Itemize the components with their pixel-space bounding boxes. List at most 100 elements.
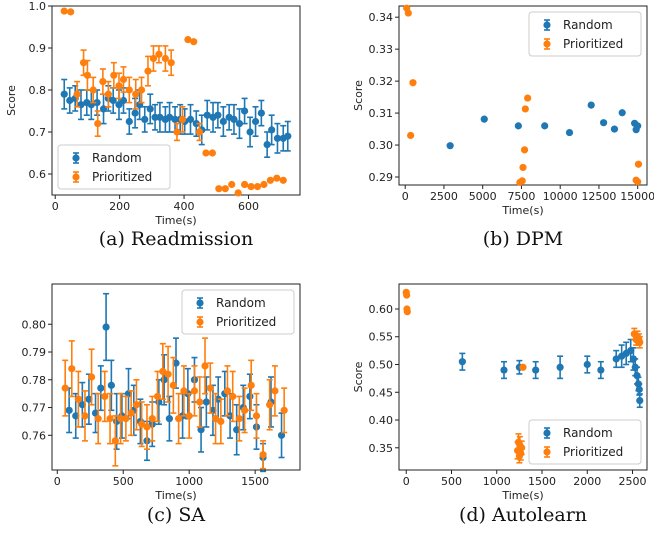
- data-point-marker: [72, 173, 80, 181]
- data-point-marker: [234, 189, 242, 197]
- x-axis-label: Time(s): [154, 214, 196, 227]
- data-point: [155, 378, 163, 425]
- y-axis-label: Score: [5, 85, 18, 116]
- data-point: [173, 122, 181, 142]
- data-point-marker: [143, 423, 151, 431]
- data-point: [279, 176, 287, 184]
- data-point-marker: [161, 54, 169, 63]
- data-point: [230, 103, 238, 135]
- legend: Random Prioritized: [57, 144, 171, 190]
- data-point-marker: [156, 113, 164, 121]
- data-point-marker: [518, 177, 526, 185]
- data-point: [524, 94, 532, 102]
- data-point-marker: [111, 437, 119, 445]
- data-point-marker: [228, 180, 236, 189]
- y-tick-label: 1.0: [29, 0, 47, 13]
- data-point-marker: [201, 362, 209, 370]
- legend-marker-prioritized: [543, 446, 551, 458]
- data-point-marker: [116, 415, 125, 423]
- data-point-marker: [247, 183, 255, 191]
- data-point-marker: [514, 122, 522, 130]
- data-point: [252, 392, 261, 439]
- x-axis-label: Time(s): [501, 489, 543, 502]
- data-point: [202, 376, 210, 428]
- data-point: [263, 131, 271, 158]
- data-point-marker: [146, 105, 154, 113]
- data-point-marker: [196, 398, 204, 406]
- data-point-marker: [271, 387, 279, 395]
- data-point-marker: [149, 54, 158, 63]
- data-point: [68, 340, 76, 398]
- data-point: [83, 59, 92, 91]
- data-point-marker: [246, 128, 254, 136]
- x-tick-label: 5000: [469, 190, 497, 203]
- x-tick-label: 1500: [528, 475, 556, 488]
- x-tick-label: 2000: [573, 475, 601, 488]
- data-point-marker: [190, 38, 198, 46]
- data-point-marker: [206, 384, 214, 392]
- y-tick-label: 0.7: [29, 126, 47, 139]
- legend-label-prioritized: Prioritized: [563, 445, 623, 459]
- data-point-marker: [131, 109, 139, 117]
- y-tick-label: 0.31: [369, 107, 394, 120]
- data-point-marker: [78, 401, 86, 409]
- legend-label-random: Random: [563, 426, 613, 440]
- data-point-marker: [233, 426, 241, 434]
- data-point-marker: [175, 415, 183, 423]
- data-point-marker: [215, 185, 223, 193]
- data-point-marker: [587, 101, 595, 109]
- data-point-marker: [101, 392, 109, 401]
- y-tick-label: 0.32: [369, 75, 394, 88]
- data-point: [519, 363, 527, 371]
- data-point-marker: [172, 359, 180, 367]
- data-point: [635, 383, 643, 396]
- data-point-marker: [132, 401, 141, 409]
- data-point: [446, 142, 454, 150]
- data-point: [636, 335, 644, 349]
- data-point: [277, 412, 286, 459]
- legend-box: [57, 144, 171, 190]
- data-point-marker: [184, 36, 192, 44]
- legend-label-random: Random: [216, 296, 266, 310]
- panel-caption: (b) DPM: [483, 228, 564, 250]
- data-point: [215, 185, 223, 193]
- legend-label-random: Random: [92, 151, 142, 165]
- data-point: [138, 401, 146, 448]
- data-point: [280, 387, 288, 434]
- data-point-marker: [273, 174, 281, 182]
- data-point: [403, 308, 411, 316]
- x-tick-label: 0: [52, 200, 59, 213]
- data-point-marker: [634, 122, 642, 130]
- data-point: [74, 370, 82, 428]
- x-tick-label: 1500: [241, 475, 269, 488]
- plot-area-frame: [51, 283, 301, 471]
- data-point: [167, 49, 175, 77]
- data-point-marker: [122, 415, 130, 423]
- data-point-marker: [197, 426, 205, 434]
- y-tick-label: 0.79: [22, 346, 47, 359]
- legend-marker-prioritized: [72, 171, 80, 183]
- data-point-marker: [125, 117, 133, 126]
- data-point-marker: [403, 291, 411, 299]
- y-tick-label: 0.78: [22, 374, 47, 387]
- data-point: [178, 106, 187, 133]
- data-point: [106, 392, 114, 445]
- data-point: [565, 128, 574, 137]
- data-point: [223, 365, 232, 417]
- data-point: [480, 115, 488, 123]
- y-tick-label: 0.34: [369, 11, 394, 24]
- data-point: [81, 390, 89, 442]
- data-point-marker: [192, 120, 200, 128]
- data-point: [268, 114, 276, 146]
- data-point-marker: [99, 78, 107, 86]
- legend-box: [528, 11, 642, 57]
- data-point: [89, 76, 97, 104]
- data-point-marker: [102, 323, 110, 331]
- data-point: [132, 378, 141, 431]
- panel-caption: (a) Readmission: [99, 228, 254, 250]
- data-point-marker: [115, 82, 123, 90]
- data-point: [122, 395, 130, 442]
- legend-box: [528, 419, 642, 465]
- legend-label-random: Random: [563, 18, 613, 32]
- data-point: [111, 415, 119, 467]
